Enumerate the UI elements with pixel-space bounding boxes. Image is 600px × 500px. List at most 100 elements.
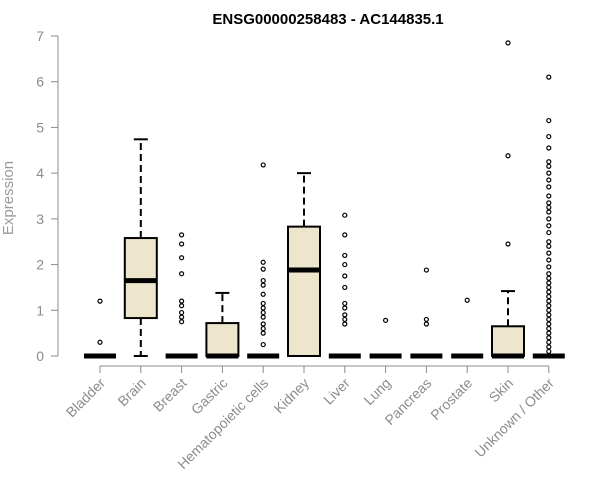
- x-tick-label: Skin: [486, 375, 517, 406]
- outlier-point: [342, 212, 348, 218]
- outlier-point: [546, 145, 552, 151]
- box-hematopoietic-cells: [247, 162, 280, 359]
- box-unknown-other: [532, 74, 565, 359]
- box-gastric: [205, 291, 240, 359]
- x-tick-label: Bladder: [63, 375, 109, 421]
- outlier-point: [260, 325, 266, 332]
- box-body: [123, 237, 158, 320]
- outlier-point: [179, 241, 185, 247]
- box-body: [205, 322, 240, 358]
- outlier-point: [546, 243, 552, 249]
- outlier-point: [546, 348, 552, 355]
- outlier-point: [423, 316, 429, 323]
- box-pancreas: [410, 267, 443, 359]
- outlier-point: [546, 200, 552, 206]
- outlier-point: [546, 133, 552, 140]
- y-tick-label: 4: [36, 165, 44, 181]
- outlier-point: [546, 163, 552, 169]
- outlier-point: [546, 330, 552, 336]
- outlier-point: [546, 280, 552, 286]
- outlier-point: [546, 204, 552, 211]
- y-tick-label: 1: [36, 302, 44, 318]
- y-tick-label: 6: [36, 74, 44, 90]
- outlier-point: [546, 312, 552, 318]
- outlier-point: [179, 309, 185, 316]
- outlier-point: [179, 303, 185, 309]
- outlier-point: [546, 307, 552, 313]
- chart-title: ENSG00000258483 - AC144835.1: [212, 11, 443, 28]
- outlier-point: [546, 209, 552, 215]
- outlier-point: [546, 74, 552, 80]
- outlier-point: [546, 325, 552, 332]
- outlier-point: [260, 314, 266, 320]
- outlier-point: [342, 300, 348, 307]
- box-liver: [328, 212, 361, 359]
- outlier-point: [546, 264, 552, 270]
- outlier-point: [546, 298, 552, 304]
- box-kidney: [287, 172, 321, 357]
- outlier-point: [546, 193, 552, 199]
- outlier-point: [260, 277, 266, 284]
- y-tick-label: 7: [36, 28, 44, 44]
- outlier-point: [546, 275, 552, 281]
- outlier-point: [546, 293, 552, 300]
- outlier-point: [546, 257, 552, 263]
- x-tick-label: Liver: [320, 375, 353, 408]
- outlier-point: [546, 321, 552, 327]
- outlier-point: [179, 255, 185, 261]
- outlier-point: [505, 241, 511, 247]
- axes-group: 0 1 2 3 4 5 6 7: [36, 28, 550, 373]
- outlier-point: [505, 40, 511, 46]
- outlier-point: [546, 177, 552, 183]
- box-brain: [123, 138, 158, 357]
- box-bladder: [84, 298, 116, 359]
- y-tick-label: 0: [36, 348, 44, 364]
- outlier-point: [546, 239, 552, 245]
- outlier-point: [546, 271, 552, 277]
- outlier-point: [260, 330, 266, 336]
- box-breast: [165, 232, 198, 359]
- outlier-point: [260, 282, 266, 288]
- outlier-point: [342, 284, 348, 291]
- boxes-group: [84, 40, 565, 359]
- x-tick-label: Lung: [360, 375, 393, 408]
- outlier-point: [342, 273, 348, 279]
- outlier-point: [546, 303, 552, 309]
- outlier-point: [546, 159, 552, 165]
- outlier-point: [260, 266, 266, 272]
- y-tick-label: 5: [36, 119, 44, 135]
- outlier-point: [260, 259, 266, 265]
- outlier-point: [546, 117, 552, 124]
- outlier-point: [546, 344, 552, 350]
- outlier-point: [342, 312, 348, 318]
- x-tick-label: Kidney: [271, 375, 313, 417]
- outlier-point: [97, 339, 103, 345]
- outlier-point: [546, 250, 552, 256]
- outlier-point: [179, 298, 185, 304]
- x-tick-label: Prostate: [427, 375, 475, 423]
- outlier-point: [546, 316, 552, 323]
- outlier-point: [546, 335, 552, 341]
- box-skin: [491, 40, 525, 359]
- outlier-point: [423, 321, 429, 327]
- outlier-point: [260, 300, 266, 307]
- outlier-point: [546, 170, 552, 176]
- outlier-point: [179, 314, 185, 320]
- box-prostate: [451, 297, 484, 359]
- y-axis-label: Expression: [0, 161, 17, 235]
- outlier-point: [383, 317, 389, 323]
- outlier-point: [342, 232, 348, 238]
- outlier-point: [260, 341, 266, 348]
- x-tick-label: Breast: [150, 375, 190, 415]
- outlier-point: [260, 309, 266, 316]
- outlier-point: [546, 284, 552, 291]
- outlier-point: [260, 305, 266, 311]
- outlier-point: [342, 305, 348, 311]
- outlier-point: [260, 291, 266, 297]
- outlier-point: [342, 321, 348, 327]
- y-tick-label: 3: [36, 211, 44, 227]
- outlier-point: [97, 298, 103, 304]
